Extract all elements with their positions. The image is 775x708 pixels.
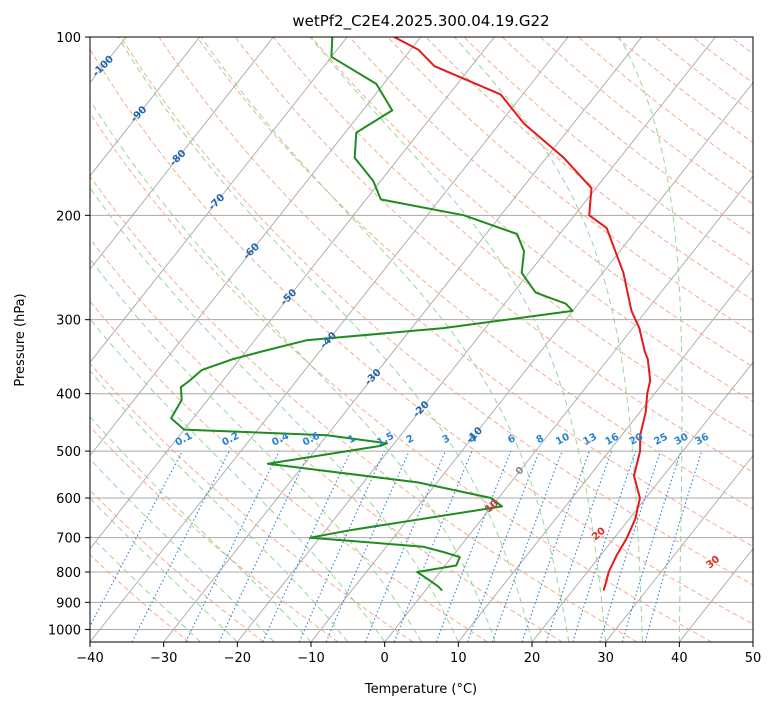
x-tick-label: −10 [297, 651, 324, 666]
isotherm-line [310, 81, 753, 642]
mixing-ratio-label: 6 [506, 433, 517, 446]
moist-adiabat-line [90, 416, 312, 642]
x-tick-label: 30 [597, 651, 614, 666]
isotherm-line [605, 454, 753, 642]
mixing-ratio-line [262, 450, 352, 642]
isotherm-line [531, 361, 753, 642]
mixing-ratio-line [599, 450, 662, 642]
mixing-ratio-line [521, 450, 590, 642]
mixing-ratio-line [364, 450, 446, 642]
dewpoint-line [170, 37, 574, 592]
dry-adiabat-line [120, 37, 753, 586]
dry-adiabat-line [311, 37, 753, 402]
temperature-line [393, 37, 652, 591]
x-tick-label: −40 [76, 651, 103, 666]
isotherm-line [752, 641, 753, 642]
x-tick-label: −20 [224, 651, 251, 666]
x-tick-label: 50 [745, 651, 762, 666]
moist-adiabat-line [90, 318, 386, 642]
dry-adiabat-line [90, 238, 563, 642]
mixing-ratio-label: 2 [405, 433, 416, 446]
y-axis-label: Pressure (hPa) [13, 293, 28, 386]
mixing-ratio-line [325, 450, 410, 642]
y-tick-label: 900 [56, 596, 81, 611]
profile-lines [170, 37, 652, 592]
dry-adiabat-line [349, 37, 753, 368]
moist-adiabat-line [90, 458, 275, 642]
x-tick-label: 40 [671, 651, 688, 666]
dry-adiabat-line [539, 37, 753, 205]
isotherm-line [384, 175, 753, 642]
mixing-ratio-line [545, 450, 613, 642]
moist-adiabat-line [90, 534, 201, 642]
mixing-ratio-line [621, 450, 682, 642]
isotherm-line [90, 37, 569, 642]
dry-adiabat-line [90, 48, 753, 625]
dry-adiabat-line [769, 37, 775, 642]
dry-adiabat-line [273, 37, 753, 437]
moist-adiabat-line [90, 497, 238, 642]
mixing-ratio-line [218, 450, 311, 642]
isotherm-line [163, 37, 643, 642]
x-tick-label: 20 [524, 651, 541, 666]
mixing-ratio-line [298, 450, 385, 642]
moist-adiabat-line [454, 37, 643, 642]
y-tick-label: 1000 [48, 623, 81, 638]
x-tick-label: 10 [450, 651, 467, 666]
plot-background [90, 37, 753, 642]
isotherm-line [457, 268, 753, 642]
moist-adiabat-line [200, 37, 570, 642]
dry-adiabat-line [616, 37, 753, 144]
y-tick-label: 500 [56, 445, 81, 460]
mixing-ratio-label: 3 [441, 433, 452, 446]
mixing-ratio-line [491, 450, 563, 642]
dry-adiabat-line [234, 37, 753, 473]
moist-adiabat-line [90, 99, 496, 642]
mixing-ratio-line [185, 450, 280, 642]
dry-adiabat-line [578, 37, 753, 174]
y-tick-label: 800 [56, 566, 81, 581]
x-axis-label: Temperature (°C) [364, 682, 477, 697]
x-axis: −40 −30 −20 −10 0 10 20 30 40 50 [76, 642, 761, 666]
y-tick-label: 600 [56, 492, 81, 507]
mixing-ratio-line [572, 450, 637, 642]
dry-adiabat-line [90, 425, 339, 642]
background-lines [90, 37, 775, 642]
dry-adiabat-line [90, 175, 638, 642]
dry-adiabat-line [90, 112, 712, 642]
y-tick-label: 400 [56, 388, 81, 403]
dry-adiabat-line [501, 37, 753, 237]
moist-adiabat-line [309, 37, 607, 642]
moist-adiabat-line [90, 187, 459, 642]
isotherm-line [90, 37, 422, 457]
y-tick-label: 300 [56, 314, 81, 329]
isotherm-line [90, 37, 274, 270]
y-tick-label: 700 [56, 532, 81, 547]
x-tick-label: 0 [381, 651, 389, 666]
dry-adiabat-line [425, 37, 753, 301]
mixing-ratio-label: 4 [467, 433, 478, 446]
isotherm-line [90, 37, 201, 177]
y-tick-label: 100 [56, 31, 81, 46]
plot-frame [89, 36, 754, 643]
y-tick-label: 200 [56, 209, 81, 224]
mixing-ratio-label: 1 [346, 433, 357, 446]
dry-adiabat-line [158, 37, 753, 548]
moist-adiabat-line [618, 37, 683, 642]
isotherm-line [90, 37, 348, 364]
dry-adiabat-line [90, 362, 414, 642]
moist-adiabat-line [117, 37, 533, 642]
chart-title: wetPf2_C2E4.2025.300.04.19.G22 [292, 12, 549, 31]
mixing-ratio-line [644, 450, 703, 642]
mixing-ratio-label: 8 [535, 433, 546, 446]
x-tick-label: −30 [150, 651, 177, 666]
isotherm-line [236, 37, 716, 642]
y-axis: 100 200 300 400 500 600 700 800 900 1000 [48, 31, 90, 638]
dry-adiabat-line [196, 37, 753, 510]
